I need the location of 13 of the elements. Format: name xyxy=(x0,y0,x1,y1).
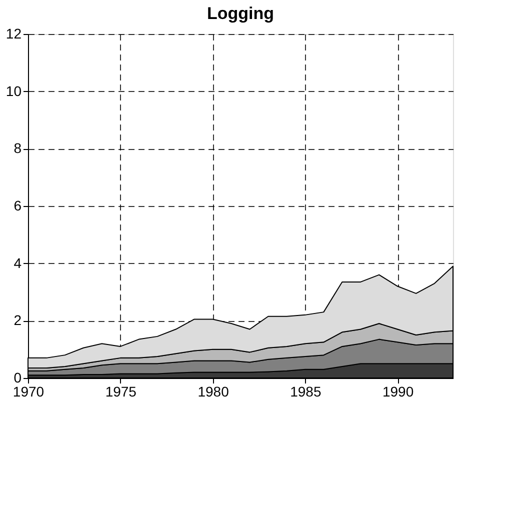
y-tick-label: 4 xyxy=(14,254,22,271)
x-tick-label: 1975 xyxy=(105,384,137,400)
chart-title: Logging xyxy=(206,4,274,23)
y-tick-label: 12 xyxy=(6,26,22,42)
x-tick-label: 1980 xyxy=(198,384,230,400)
y-tick-label: 6 xyxy=(14,198,22,214)
y-tick-label: 10 xyxy=(6,82,22,99)
x-tick-label: 1990 xyxy=(382,384,414,400)
y-tick-label: 2 xyxy=(14,312,22,328)
y-tick-label: 0 xyxy=(14,370,22,386)
x-tick-label: 1970 xyxy=(12,384,44,400)
y-tick-label: 8 xyxy=(14,140,22,156)
x-tick-label: 1985 xyxy=(290,384,322,400)
